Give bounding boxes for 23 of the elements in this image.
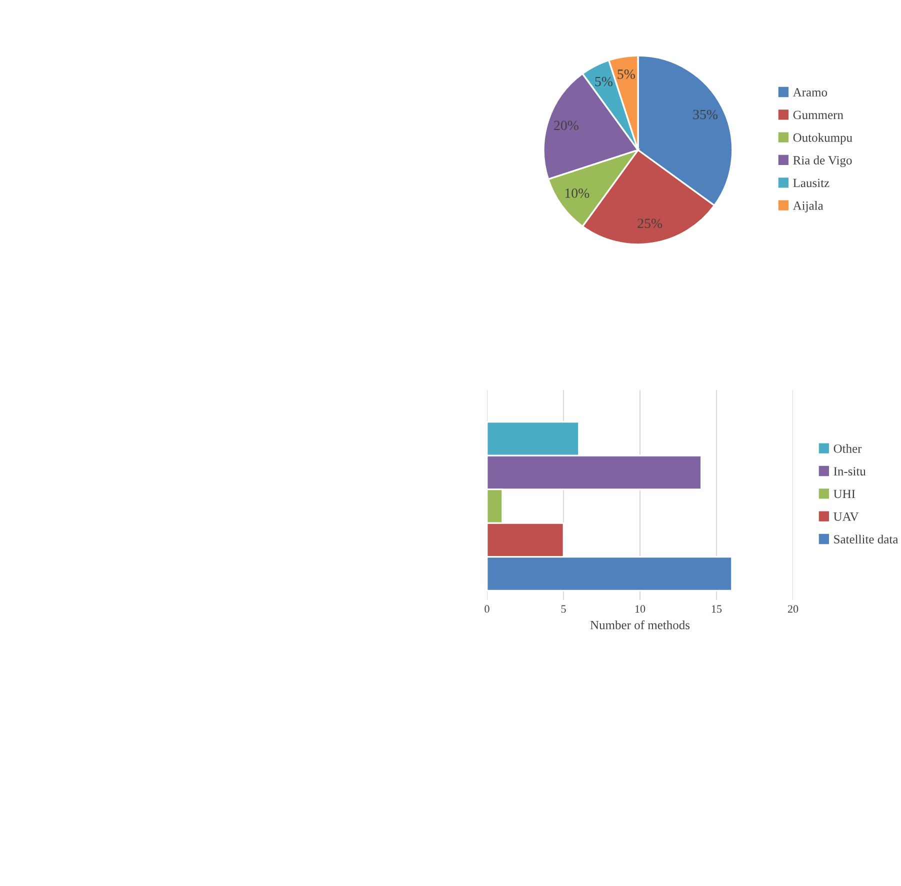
legend-label: Other	[834, 444, 862, 453]
legend-label: UAV	[834, 512, 859, 521]
data-label: 25%	[638, 218, 662, 228]
legend-label: Outokumpu	[793, 133, 852, 144]
legend-label: Aramo	[792, 88, 828, 96]
x-tick-label: 15	[712, 605, 722, 613]
data-label: 5%	[618, 70, 635, 79]
legend-label: Gummern	[793, 110, 844, 120]
x-tick-label: 20	[788, 605, 798, 613]
data-label: 35%	[693, 110, 718, 120]
x-tick-label: 5	[561, 605, 566, 613]
legend-label: In-situ	[834, 467, 866, 476]
legend-label: Lausitz	[793, 178, 830, 188]
x-tick-label: 0	[484, 605, 490, 613]
data-label: 5%	[595, 76, 612, 86]
data-label: 20%	[554, 120, 578, 130]
legend-label: Satellite data	[834, 534, 898, 544]
x-axis-title: Number of methods	[590, 620, 690, 630]
x-tick-label: 10	[635, 605, 646, 613]
legend-label: Aijala	[792, 201, 824, 212]
legend-label: Ria de Vigo	[793, 156, 852, 168]
legend-label: UHI	[834, 490, 856, 498]
data-label: 10%	[565, 188, 590, 198]
